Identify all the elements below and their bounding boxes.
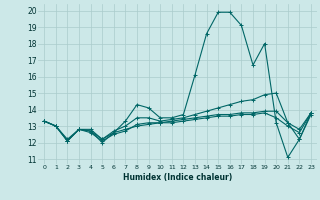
X-axis label: Humidex (Indice chaleur): Humidex (Indice chaleur) (123, 173, 232, 182)
